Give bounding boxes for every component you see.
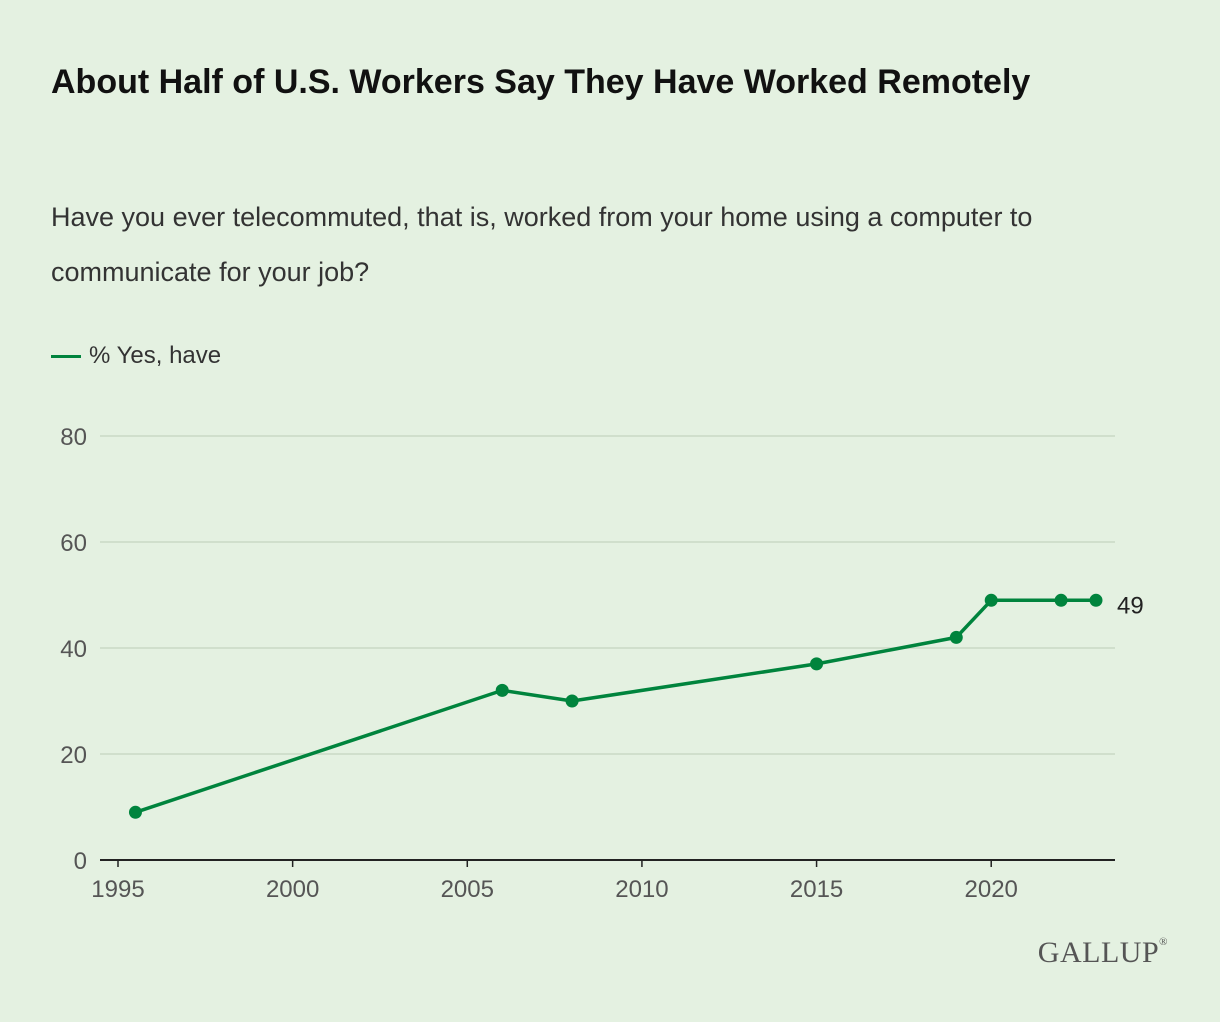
x-tick-label: 2005 <box>441 876 494 903</box>
y-tick-label: 60 <box>60 530 87 557</box>
legend-line-swatch <box>51 354 81 358</box>
data-point <box>984 593 998 607</box>
data-point <box>565 694 579 708</box>
x-axis-ticks: 1995 2000 2005 2010 2015 2020 <box>91 860 1018 903</box>
legend-label: % Yes, have <box>89 342 222 369</box>
gallup-logo: GALLUP® <box>1038 936 1168 970</box>
gridlines <box>100 435 1115 755</box>
x-tick-label: 2000 <box>266 876 319 903</box>
y-tick-label: 0 <box>74 848 87 875</box>
data-point <box>949 630 963 644</box>
series-group: 49 <box>128 592 1144 819</box>
x-tick-label: 2020 <box>965 876 1018 903</box>
chart-subtitle: Have you ever telecommuted, that is, wor… <box>51 202 1033 287</box>
data-point <box>1089 593 1103 607</box>
end-value-label: 49 <box>1117 592 1144 619</box>
chart-title: About Half of U.S. Workers Say They Have… <box>51 63 1031 101</box>
data-point <box>810 657 824 671</box>
data-point <box>495 683 509 697</box>
legend: % Yes, have <box>51 342 221 370</box>
y-tick-label: 40 <box>60 636 87 663</box>
data-point <box>1054 593 1068 607</box>
x-tick-label: 2010 <box>615 876 668 903</box>
y-tick-label: 80 <box>60 424 87 451</box>
x-tick-label: 1995 <box>91 876 144 903</box>
y-tick-label: 20 <box>60 742 87 769</box>
series-line <box>134 598 1096 814</box>
y-axis-ticks: 0 20 40 60 80 <box>60 424 87 875</box>
data-point <box>128 805 142 819</box>
logo-registered-mark: ® <box>1159 936 1168 948</box>
logo-text: GALLUP <box>1037 936 1160 969</box>
x-tick-label: 2015 <box>790 876 843 903</box>
